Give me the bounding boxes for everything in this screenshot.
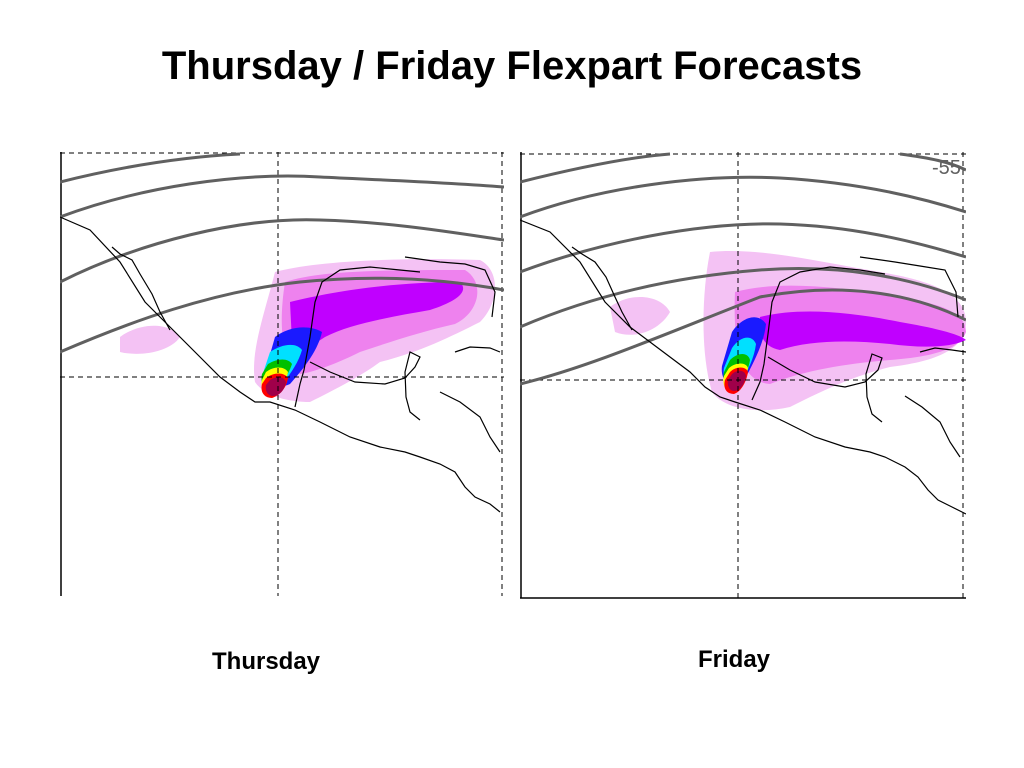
thursday-gridlines [60, 152, 504, 596]
thursday-map [60, 152, 504, 596]
plume-max-core [265, 377, 286, 396]
friday-caption: Friday [698, 646, 771, 673]
friday-plume [610, 251, 966, 411]
friday-map: -55 [520, 152, 966, 600]
thursday-caption: Thursday [212, 648, 321, 675]
plume-high-band [759, 311, 966, 350]
slide-title: Thursday / Friday Flexpart Forecasts [161, 44, 863, 88]
thursday-map-panel [60, 152, 504, 596]
plume-low-west [610, 296, 670, 335]
plume-max-core [727, 370, 746, 391]
friday-frame [520, 152, 966, 599]
friday-gridlines [520, 152, 966, 600]
thursday-plume [120, 259, 495, 402]
thursday-contours [60, 152, 504, 354]
contour-value-label: -55 [932, 157, 961, 179]
friday-coastlines [520, 219, 966, 515]
plume-low-west [120, 325, 180, 354]
friday-contours [520, 152, 966, 386]
friday-map-panel: -55 [520, 152, 966, 600]
plume-high-band [290, 282, 464, 348]
thursday-coastlines [60, 216, 501, 513]
